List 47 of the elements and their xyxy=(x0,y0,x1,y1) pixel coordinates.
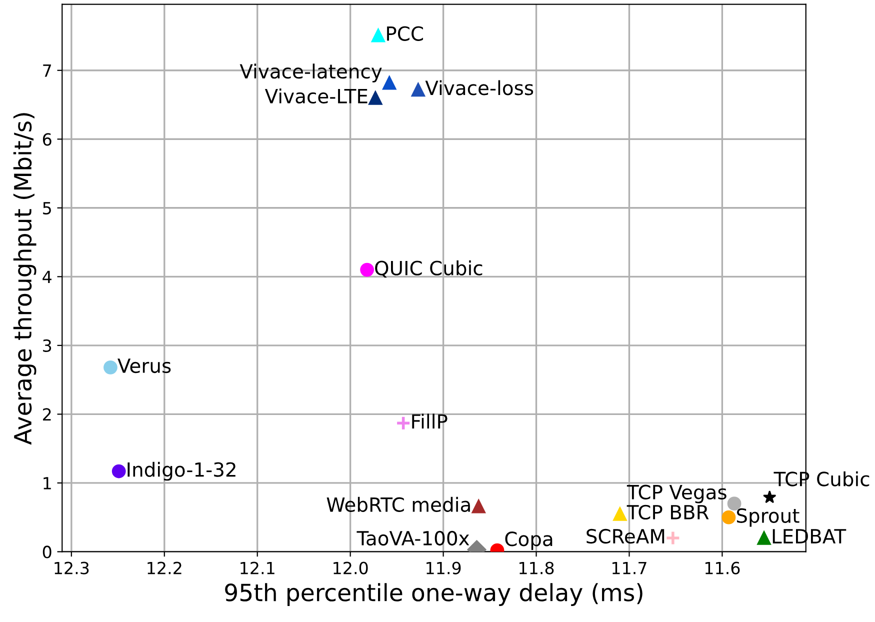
y-tick-label: 4 xyxy=(42,270,52,283)
y-tick-label: 1 xyxy=(44,477,51,490)
x-tick-label: 11.9 xyxy=(426,562,461,574)
series-label: Vivace-latency xyxy=(240,64,382,82)
point xyxy=(612,506,627,521)
x-tick-label: 12.3 xyxy=(54,562,89,574)
point xyxy=(368,90,382,105)
y-tick-label: 5 xyxy=(43,202,51,214)
series-label: Vivace-LTE xyxy=(264,88,368,104)
point xyxy=(665,530,681,546)
series-label: Sprout xyxy=(736,508,800,527)
series-label: Vivace-loss xyxy=(425,80,534,96)
x-axis-title: 95th percentile one-way delay (ms) xyxy=(225,583,642,606)
series-label: QUIC Cubic xyxy=(375,260,482,278)
x-tick-label: 11.7 xyxy=(612,562,646,574)
series-label: PCC xyxy=(387,26,423,41)
point xyxy=(112,464,126,478)
series-label: Indigo-1-32 xyxy=(128,462,236,481)
point xyxy=(411,82,426,97)
series-label: SCReAM xyxy=(586,528,664,544)
y-tick-label: 6 xyxy=(42,133,52,146)
point xyxy=(757,531,771,545)
point xyxy=(382,76,396,90)
point xyxy=(762,490,776,504)
y-axis-title: Average throughput (Mbit/s) xyxy=(13,113,36,445)
series-label: WebRTC media xyxy=(326,496,470,512)
series-label: FillP xyxy=(412,414,448,428)
series-label: TCP Vegas xyxy=(626,484,726,504)
point xyxy=(371,28,386,42)
x-tick-label: 11.8 xyxy=(520,562,554,574)
point xyxy=(396,415,411,431)
x-tick-label: 12.2 xyxy=(148,562,182,574)
point xyxy=(722,510,736,524)
point xyxy=(104,360,118,374)
series-label: Verus xyxy=(118,358,171,374)
y-tick-label: 0 xyxy=(42,546,52,558)
x-tick-label: 12.0 xyxy=(334,562,368,574)
point xyxy=(360,262,374,277)
point xyxy=(472,499,486,514)
x-tick-label: 11.6 xyxy=(705,562,740,574)
series-label: Copa xyxy=(505,532,552,550)
y-tick-label: 7 xyxy=(43,64,51,77)
y-tick-label: 3 xyxy=(43,339,52,352)
y-tick-label: 2 xyxy=(43,408,51,421)
x-tick-label: 12.1 xyxy=(240,562,274,574)
series-label: TaoVA-100x xyxy=(356,530,470,546)
series-label: TCP BBR xyxy=(626,504,709,520)
